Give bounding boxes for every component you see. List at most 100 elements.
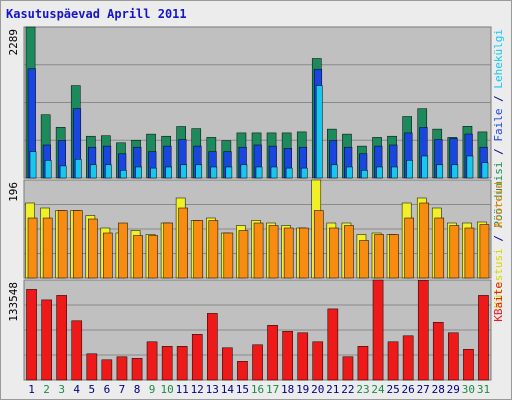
bar-lehekülgi [315,85,323,179]
bar-kbaite [342,356,354,381]
legend-part: Külastusi [492,248,505,308]
bar-kbaite [448,332,459,381]
bar-lehekülgi [165,166,172,179]
x-tick-label: 24 [371,383,385,396]
bar-lehekülgi [436,164,444,179]
legend-part: Lehekülgi [492,29,505,89]
bar-kbaite [237,361,248,381]
bar-lehekülgi [331,164,338,179]
legend-hits_files_pages: Pöördumisi / Faile / Lehekülgi [492,29,505,228]
x-tick-label: 27 [417,383,430,396]
x-tick-label: 14 [221,383,235,396]
y-max-label-visits_sites: 196 [7,182,20,202]
bar-lehekülgi [195,164,203,179]
bar-kbaite [176,346,188,381]
bar-aruteid [434,217,445,279]
x-tick-label: 25 [386,383,399,396]
bar-kbaite [297,332,309,381]
legend-part: Faile [492,108,505,141]
bar-kbaite [327,308,339,381]
y-max-label-kbytes: 133548 [7,282,20,322]
x-tick-label: 10 [160,383,173,396]
bar-lehekülgi [150,167,157,179]
bar-lehekülgi [346,166,353,179]
bar-aruteid [178,207,188,279]
bar-aruteid [449,225,460,279]
legend-visits_sites: Külastusi / Aruteid [492,182,505,308]
x-tick-label: 29 [447,383,460,396]
bar-kbaite [86,353,98,381]
x-tick-label: 16 [251,383,264,396]
bar-lehekülgi [225,166,233,179]
x-tick-label: 1 [28,383,35,396]
bar-lehekülgi [105,164,112,179]
x-tick-label: 17 [266,383,279,396]
bar-lehekülgi [74,159,82,179]
bar-kbaite [357,346,369,381]
x-tick-label: 30 [462,383,475,396]
bar-lehekülgi [391,166,398,179]
bar-kbaite [312,341,324,381]
x-tick-label: 19 [296,383,309,396]
x-tick-label: 13 [206,383,219,396]
bar-kbaite [191,334,203,381]
bar-kbaite [252,344,263,381]
bar-aruteid [479,224,490,279]
bar-lehekülgi [29,151,37,179]
x-tick-label: 20 [311,383,324,396]
bar-aruteid [253,222,264,279]
bar-kbaite [282,331,293,381]
legend-part: / [492,228,505,248]
bar-lehekülgi [59,165,67,179]
bar-aruteid [193,220,204,279]
bar-aruteid [404,217,414,279]
x-tick-label: 26 [401,383,414,396]
bar-lehekülgi [210,166,218,179]
bar-aruteid [223,232,234,279]
y-max-label-hits_files_pages: 2289 [7,29,20,56]
bar-aruteid [72,210,83,279]
bar-aruteid [27,217,38,279]
bar-kbaite [417,280,429,381]
x-tick-label: 2 [43,383,50,396]
bar-lehekülgi [376,166,383,179]
bar-aruteid [389,234,399,279]
legend-part: / [492,142,505,162]
bar-lehekülgi [120,170,127,179]
x-tick-label: 22 [341,383,354,396]
bar-lehekülgi [240,164,248,179]
x-tick-label: 6 [104,383,111,396]
bar-kbaite [387,341,399,381]
bar-lehekülgi [285,167,293,179]
bar-lehekülgi [481,162,489,179]
bar-kbaite [101,359,113,381]
bar-aruteid [359,240,369,279]
x-tick-label: 31 [477,383,490,396]
bar-aruteid [283,227,294,279]
bar-lehekülgi [44,160,52,179]
bar-aruteid [208,220,219,279]
legend-part: / [492,89,505,109]
legend-part: Pöördumisi [492,161,505,227]
bar-lehekülgi [180,164,187,179]
bar-lehekülgi [421,155,429,179]
bar-kbaite [463,349,474,381]
bar-kbaite [432,322,444,381]
bar-kbaite [402,335,414,381]
bar-lehekülgi [135,166,142,179]
bar-aruteid [374,234,384,279]
legend-part: KBaite [492,282,505,322]
x-tick-label: 28 [432,383,445,396]
bar-lehekülgi [90,164,97,179]
bar-kbaite [56,295,67,381]
legend-kbytes: KBaite [492,282,505,322]
bar-kbaite [41,299,52,381]
bar-aruteid [419,202,430,279]
x-tick-label: 3 [58,383,65,396]
bar-aruteid [329,227,339,279]
bar-aruteid [268,225,279,279]
x-tick-label: 5 [88,383,95,396]
bar-kbaite [116,356,128,381]
x-tick-label: 23 [356,383,369,396]
